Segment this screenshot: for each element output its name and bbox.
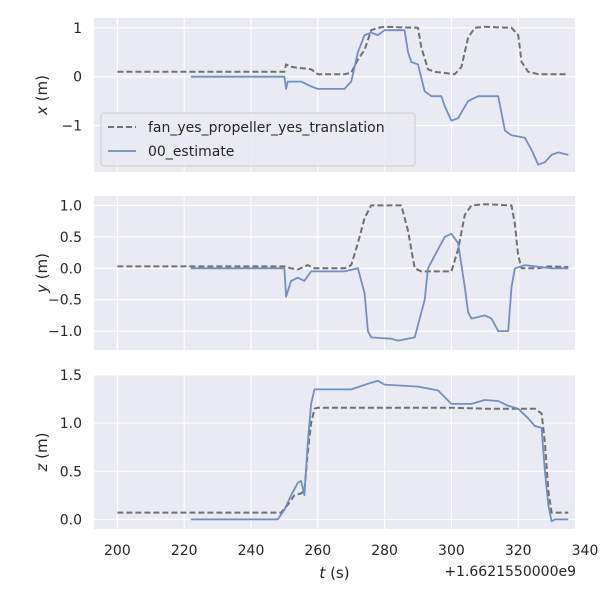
- x-tick-label: 320: [505, 543, 532, 559]
- y-axis-label-unit: (m): [33, 433, 51, 464]
- y-tick-label: 1.0: [60, 416, 82, 432]
- x-tick-label: 260: [304, 543, 331, 559]
- x-tick-label: 300: [438, 543, 465, 559]
- legend-entry-label: fan_yes_propeller_yes_translation: [148, 120, 385, 136]
- x-tick-label: 280: [371, 543, 398, 559]
- y-tick-label: 0.5: [60, 230, 82, 246]
- y-axis-label: x (m): [33, 75, 51, 116]
- x-tick-label: 200: [104, 543, 131, 559]
- legend: fan_yes_propeller_yes_translation 00_esti…: [100, 112, 416, 167]
- reference-series-line: [117, 25, 569, 76]
- estimate-series-line: [190, 29, 569, 166]
- y-tick-label: 0.5: [60, 464, 82, 480]
- y-tick-label: 0.0: [60, 261, 82, 277]
- y-tick-label: 1: [73, 21, 82, 37]
- estimate-series-line: [190, 379, 569, 523]
- subplots: 1 0 −1 x (m) 1.0 0.5 0.0 −0.5 −1.0 y (m) 200 220 240…: [33, 18, 598, 559]
- y-axis-label-symbol: z: [33, 462, 51, 472]
- reference-series-line: [117, 406, 569, 514]
- y-tick-label: 0: [73, 70, 82, 86]
- x-axis-label-unit: (s): [325, 564, 349, 582]
- y-tick-label: −0.5: [48, 293, 82, 309]
- x-axis-offset-label: +1.6621550000e9: [444, 564, 576, 580]
- y-tick-label: −1: [61, 119, 82, 135]
- y-axis-label-symbol: y: [33, 283, 51, 294]
- y-tick-label: 0.0: [60, 512, 82, 528]
- legend-box: [100, 112, 416, 167]
- x-axis-label-symbol: t: [319, 564, 326, 582]
- y-tick-label: 1.5: [60, 368, 82, 384]
- y-axis-label-unit: (m): [33, 253, 51, 284]
- x-tick-label: 340: [572, 543, 599, 559]
- y-axis-label-unit: (m): [33, 75, 51, 106]
- x-tick-label: 220: [171, 543, 198, 559]
- plot-area: [94, 375, 575, 529]
- legend-entry-label: 00_estimate: [148, 144, 234, 160]
- panel-2: 1.0 0.5 0.0 −0.5 −1.0 y (m): [33, 196, 586, 350]
- y-axis-label-symbol: x: [33, 106, 51, 116]
- plot-area: [94, 196, 575, 350]
- y-axis-label: y (m): [33, 253, 51, 294]
- x-tick-label: 240: [238, 543, 265, 559]
- y-tick-label: −1.0: [48, 324, 82, 340]
- estimate-series-line: [190, 232, 569, 342]
- reference-series-line: [117, 203, 569, 273]
- panel-3: 200 220 240 260 280 300 320 340 1.5 1.0 0.5 0.0 z (m…: [33, 368, 598, 559]
- x-axis-label: t (s): [319, 564, 349, 582]
- y-tick-label: 1.0: [60, 198, 82, 214]
- y-axis-label: z (m): [33, 433, 51, 473]
